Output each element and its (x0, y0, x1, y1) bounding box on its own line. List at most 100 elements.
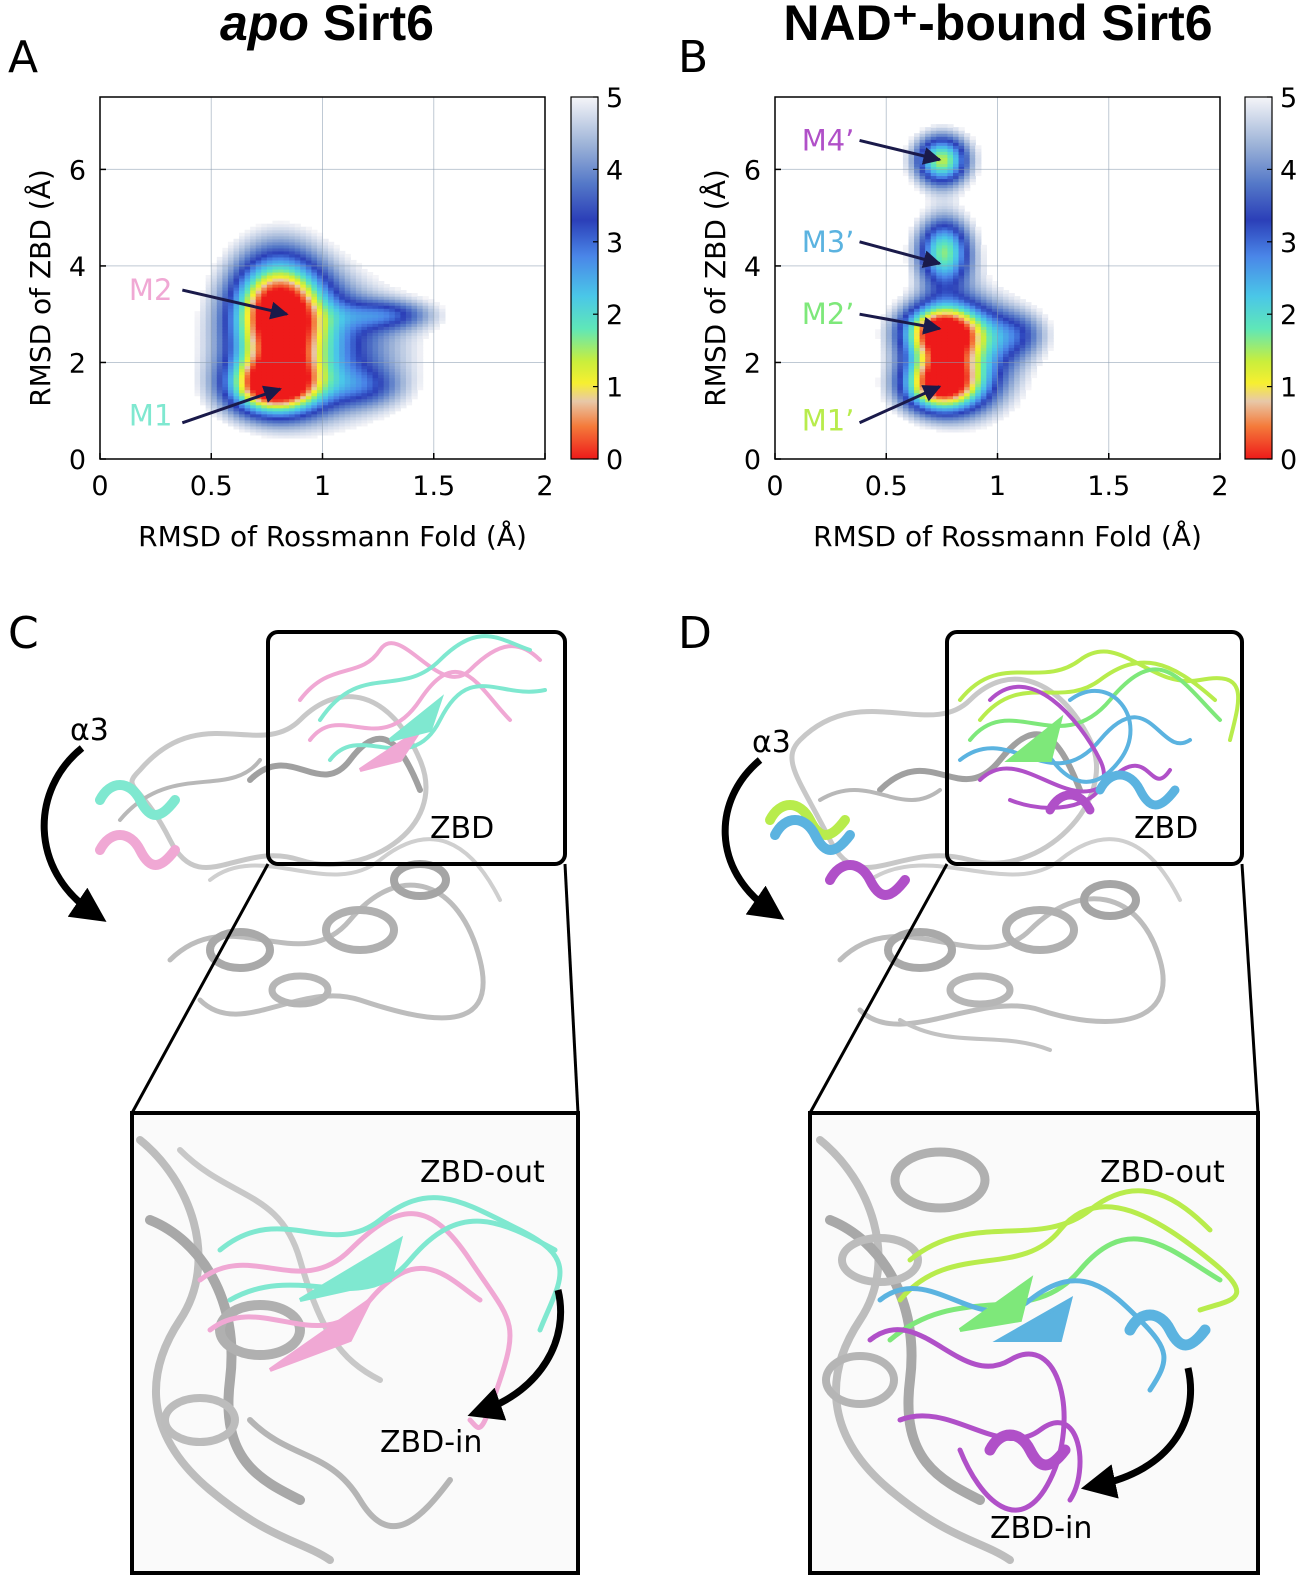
chart-a-density-cell (194, 320, 201, 324)
chart-a-density-cell (211, 389, 218, 394)
chart-b-density-cell (1025, 338, 1032, 342)
chart-a-density-cell (266, 425, 274, 430)
chart-a-density-cell (411, 338, 418, 342)
chart-a-density-cell (283, 398, 290, 403)
chart-a-density-cell (316, 347, 324, 351)
chart-a-density-cell (400, 323, 407, 327)
chart-b-density-cell (908, 341, 915, 345)
chart-a-density-cell (428, 299, 435, 303)
chart-b-density-cell (941, 217, 949, 222)
chart-a-density-cell (255, 308, 262, 312)
chart-a-density-cell (411, 311, 418, 315)
chart-b-density-cell (902, 302, 910, 306)
chart-b-density-cell (964, 332, 971, 336)
chart-a-density-cell (328, 380, 335, 385)
chart-a-density-cell (367, 320, 374, 324)
chart-b-density-cell (953, 410, 960, 415)
chart-a-density-cell (367, 395, 374, 400)
chart-a-density-cell (272, 293, 279, 297)
chart-b-density-cell (975, 281, 982, 285)
chart-a-density-cell (367, 368, 374, 373)
chart-b-density-cell (953, 389, 960, 394)
chart-b-density-cell (1008, 365, 1015, 370)
chart-a-density-cell (322, 365, 329, 370)
chart-a-density-cell (200, 299, 207, 303)
chart-a-density-cell (194, 329, 201, 333)
chart-b-density-cell (969, 172, 976, 177)
chart-a-density-cell (272, 226, 279, 231)
chart-a-density-cell (367, 359, 374, 364)
chart-a-density-cell (350, 401, 357, 406)
chart-a-density-cell (261, 223, 268, 228)
chart-b-density-cell (908, 229, 915, 234)
chart-a-density-cell (239, 247, 246, 252)
chart-a-density-cell (372, 386, 379, 391)
chart-a-density-cell (339, 425, 346, 430)
chart-a-density-cell (222, 344, 229, 348)
chart-a-density-cell (378, 353, 385, 358)
chart-b-density-cell (958, 308, 965, 312)
chart-b-density-cell (964, 139, 971, 143)
chart-a-density-cell (328, 356, 335, 361)
chart-a-density-cell (411, 395, 418, 400)
chart-a-density-cell (294, 250, 301, 255)
chart-b-density-cell (925, 169, 932, 174)
chart-b-density-cell (891, 347, 898, 351)
chart-b-density-cell (975, 389, 982, 394)
chart-b-density-cell (930, 401, 937, 406)
chart-b-density-cell (941, 148, 949, 152)
chart-b-density-cell (941, 220, 949, 225)
chart-a-density-cell (300, 305, 307, 309)
chart-b-density-cell (930, 130, 937, 134)
chart-b-density-cell (1030, 374, 1038, 379)
chart-b-density-cell (941, 323, 949, 327)
chart-b-density-cell (930, 241, 937, 246)
chart-a-density-cell (328, 398, 335, 403)
chart-b-density-cell (975, 268, 982, 273)
chart-b-density-cell (886, 335, 893, 339)
chart-b-density-cell (953, 308, 960, 312)
chart-a-density-cell (344, 335, 351, 339)
chart-b-density-cell (964, 145, 971, 149)
chart-b-density-cell (1003, 320, 1010, 324)
chart-b-density-cell (908, 232, 915, 237)
chart-a-density-cell (205, 350, 212, 355)
chart-a-density-cell (300, 290, 307, 294)
chart-a-density-cell (222, 250, 229, 255)
chart-b-density-cell (941, 302, 949, 306)
chart-a-density-cell (272, 262, 279, 267)
chart-b-density-cell (953, 425, 960, 430)
chart-b-density-cell (919, 217, 926, 222)
chart-b-density-cell (925, 127, 932, 131)
chart-b-density-cell (947, 160, 954, 164)
chart-a-density-cell (194, 341, 201, 345)
chart-a-density-cell (300, 413, 307, 418)
chart-a-density-cell (233, 244, 240, 249)
chart-a-density-cell (372, 302, 379, 306)
chart-b-density-cell (936, 229, 943, 234)
chart-a-density-cell (433, 320, 440, 324)
chart-a-density-cell (400, 374, 407, 379)
chart-b-density-cell (914, 314, 921, 318)
chart-b-density-cell (880, 398, 887, 403)
chart-b-density-cell (1008, 299, 1015, 303)
chart-a-density-cell (266, 247, 274, 252)
chart-a-density-cell (311, 244, 318, 249)
chart-b-density-cell (991, 281, 999, 285)
chart-a-density-cell (417, 386, 424, 391)
chart-a-density-cell (227, 314, 235, 318)
chart-a-density-cell (344, 323, 351, 327)
chart-b-density-cell (964, 329, 971, 333)
chart-a-density-cell (200, 314, 207, 318)
chart-a-density-cell (194, 356, 201, 361)
chart-b-density-cell (986, 353, 993, 358)
chart-a-density-cell (389, 350, 396, 355)
chart-a-density-cell (227, 392, 235, 397)
chart-a-density-cell (311, 329, 318, 333)
chart-b-density-cell (908, 302, 915, 306)
chart-b-density-cell (997, 308, 1004, 312)
chart-a-density-cell (211, 365, 218, 370)
chart-a-density-cell (244, 413, 251, 418)
chart-b-density-cell (997, 287, 1004, 291)
chart-b-density-cell (947, 419, 954, 424)
